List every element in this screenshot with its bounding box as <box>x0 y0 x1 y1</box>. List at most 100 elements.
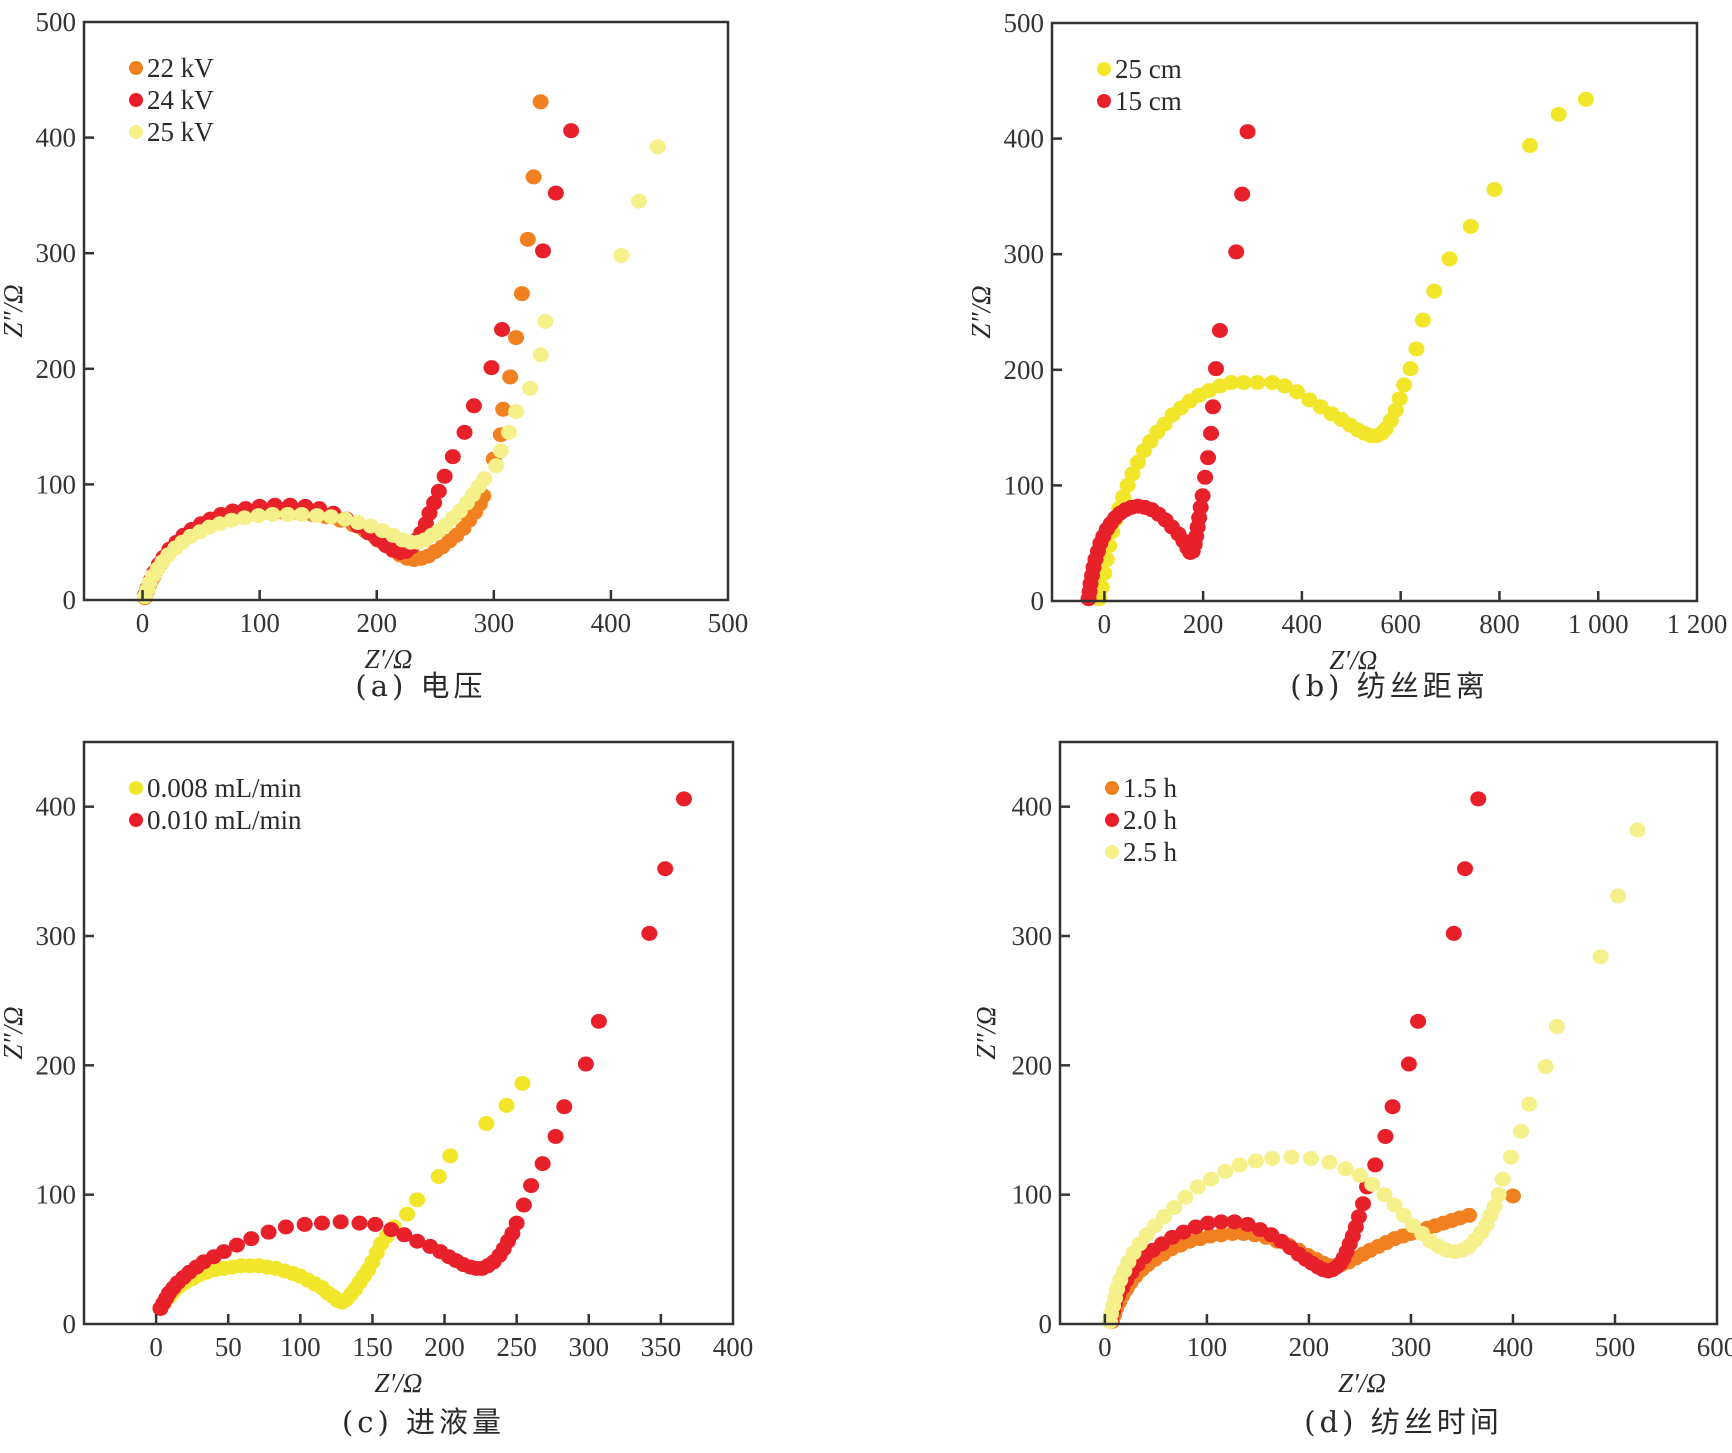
legend-marker <box>1105 781 1119 795</box>
y-axis-label: Z″/Ω <box>0 1006 28 1059</box>
data-point <box>508 404 525 420</box>
data-point <box>337 511 354 527</box>
x-axis-label: Z′/Ω <box>374 1368 422 1398</box>
y-tick-label: 0 <box>63 585 77 615</box>
y-tick-label: 100 <box>36 1180 77 1210</box>
data-point <box>1239 1216 1256 1232</box>
data-point <box>264 506 281 522</box>
data-point <box>519 231 536 247</box>
data-point <box>501 424 518 440</box>
data-point <box>409 1192 426 1208</box>
data-point <box>1548 1019 1565 1035</box>
data-point <box>228 1237 245 1253</box>
data-point <box>399 1206 416 1222</box>
data-point <box>483 360 500 376</box>
legend-label: 1.5 h <box>1123 773 1178 803</box>
legend-marker <box>129 813 143 827</box>
panel-caption: (d) 纺丝时间 <box>1304 1405 1502 1439</box>
legend-marker <box>1097 62 1111 76</box>
data-point <box>1234 186 1251 202</box>
panel-caption: (b) 纺丝距离 <box>1290 669 1488 703</box>
data-point <box>1211 322 1228 338</box>
data-point <box>523 1178 540 1194</box>
y-tick-label: 400 <box>36 792 77 822</box>
data-point <box>508 1215 525 1231</box>
data-point <box>577 1056 594 1072</box>
data-point <box>1502 1149 1519 1165</box>
y-tick-label: 300 <box>36 921 77 951</box>
data-point <box>1177 1189 1194 1205</box>
x-tick-label: 300 <box>474 608 515 638</box>
data-point <box>1470 791 1487 807</box>
data-point <box>277 1219 294 1235</box>
data-point <box>1629 822 1646 838</box>
data-point <box>649 139 666 155</box>
data-point <box>1445 925 1462 941</box>
data-points-c <box>152 791 692 1316</box>
plot-frame <box>82 740 735 1326</box>
data-point <box>1223 375 1240 391</box>
data-point <box>215 1244 232 1260</box>
data-point <box>1187 1219 1204 1235</box>
data-point <box>430 483 447 499</box>
data-point <box>515 1197 532 1213</box>
data-point <box>514 1075 531 1091</box>
data-point <box>590 1013 607 1029</box>
legend-marker <box>1097 94 1111 108</box>
data-point <box>1354 1196 1371 1212</box>
data-point <box>1377 1128 1394 1144</box>
x-tick-label: 200 <box>1183 609 1224 639</box>
data-point <box>1504 1188 1521 1204</box>
y-tick-label: 0 <box>63 1309 77 1339</box>
x-axis-label: Z′/Ω <box>364 644 412 674</box>
x-tick-label: 200 <box>356 608 397 638</box>
y-axis-label: Z″/Ω <box>971 1006 1001 1059</box>
data-point <box>488 458 505 474</box>
legend-label: 25 kV <box>147 117 214 147</box>
x-tick-label: 0 <box>1098 609 1112 639</box>
y-tick-label: 200 <box>36 1050 77 1080</box>
data-point <box>1364 1176 1381 1192</box>
series-c-1 <box>152 791 692 1316</box>
y-tick-label: 300 <box>36 238 77 268</box>
y-tick-label: 400 <box>1012 792 1053 822</box>
data-point <box>657 861 674 877</box>
data-point <box>1402 361 1419 377</box>
data-point <box>1264 1150 1281 1166</box>
y-tick-label: 300 <box>1012 921 1053 951</box>
x-tick-label: 400 <box>713 1332 754 1362</box>
data-point <box>495 401 512 417</box>
data-point <box>1264 375 1281 391</box>
legend-marker <box>129 61 143 75</box>
panel-caption: (a) 电压 <box>355 669 486 703</box>
data-point <box>1577 91 1594 107</box>
data-point <box>522 380 539 396</box>
data-point <box>532 347 549 363</box>
data-point <box>532 94 549 110</box>
data-point <box>1490 1187 1507 1203</box>
data-point <box>1367 1157 1384 1173</box>
y-tick-label: 200 <box>1012 1050 1053 1080</box>
data-point <box>1192 499 1209 515</box>
data-point <box>1391 391 1408 407</box>
data-point <box>1235 375 1252 391</box>
data-point <box>1247 1153 1264 1169</box>
data-point <box>1213 1214 1230 1230</box>
series-b-1 <box>1080 124 1256 607</box>
data-point <box>367 1216 384 1232</box>
legend-label: 15 cm <box>1115 86 1182 116</box>
legend-label: 22 kV <box>147 53 214 83</box>
y-tick-label: 200 <box>36 354 77 384</box>
data-point <box>513 286 530 302</box>
series-c-0 <box>152 1075 531 1316</box>
data-point <box>1351 1167 1368 1183</box>
x-tick-label: 600 <box>1697 1332 1732 1362</box>
data-point <box>456 424 473 440</box>
data-point <box>1239 124 1256 140</box>
x-tick-label: 600 <box>1380 609 1421 639</box>
x-tick-label: 100 <box>1187 1332 1228 1362</box>
